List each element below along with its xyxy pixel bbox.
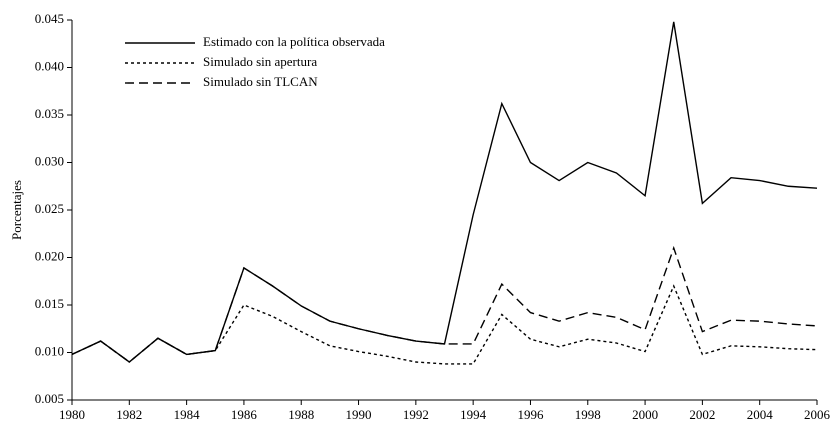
x-tick-label: 1994 [460, 407, 487, 422]
x-tick-label: 1998 [575, 407, 601, 422]
y-tick-label: 0.040 [35, 58, 64, 73]
legend-label: Simulado sin apertura [203, 54, 317, 69]
y-tick-label: 0.020 [35, 248, 64, 263]
y-tick-label: 0.025 [35, 201, 64, 216]
legend-label: Estimado con la política observada [203, 34, 385, 49]
y-tick-label: 0.005 [35, 391, 64, 406]
x-tick-label: 1996 [517, 407, 544, 422]
series-line [71, 21, 818, 363]
x-tick-label: 1986 [231, 407, 258, 422]
y-tick-label: 0.015 [35, 296, 64, 311]
legend-label: Simulado sin TLCAN [203, 74, 318, 89]
x-tick-label: 1980 [59, 407, 85, 422]
y-axis-label: Porcentajes [9, 180, 24, 240]
y-tick-label: 0.030 [35, 153, 64, 168]
x-tick-label: 2004 [747, 407, 774, 422]
series-line [71, 245, 818, 363]
x-tick-label: 2000 [632, 407, 658, 422]
x-tick-label: 2002 [689, 407, 715, 422]
x-tick-label: 1984 [174, 407, 201, 422]
y-tick-label: 0.010 [35, 343, 64, 358]
x-tick-label: 2006 [804, 407, 831, 422]
x-tick-label: 1992 [403, 407, 429, 422]
x-tick-label: 1982 [116, 407, 142, 422]
y-tick-label: 0.035 [35, 106, 64, 121]
y-tick-label: 0.045 [35, 11, 64, 26]
x-tick-label: 1990 [346, 407, 372, 422]
x-tick-label: 1988 [288, 407, 314, 422]
